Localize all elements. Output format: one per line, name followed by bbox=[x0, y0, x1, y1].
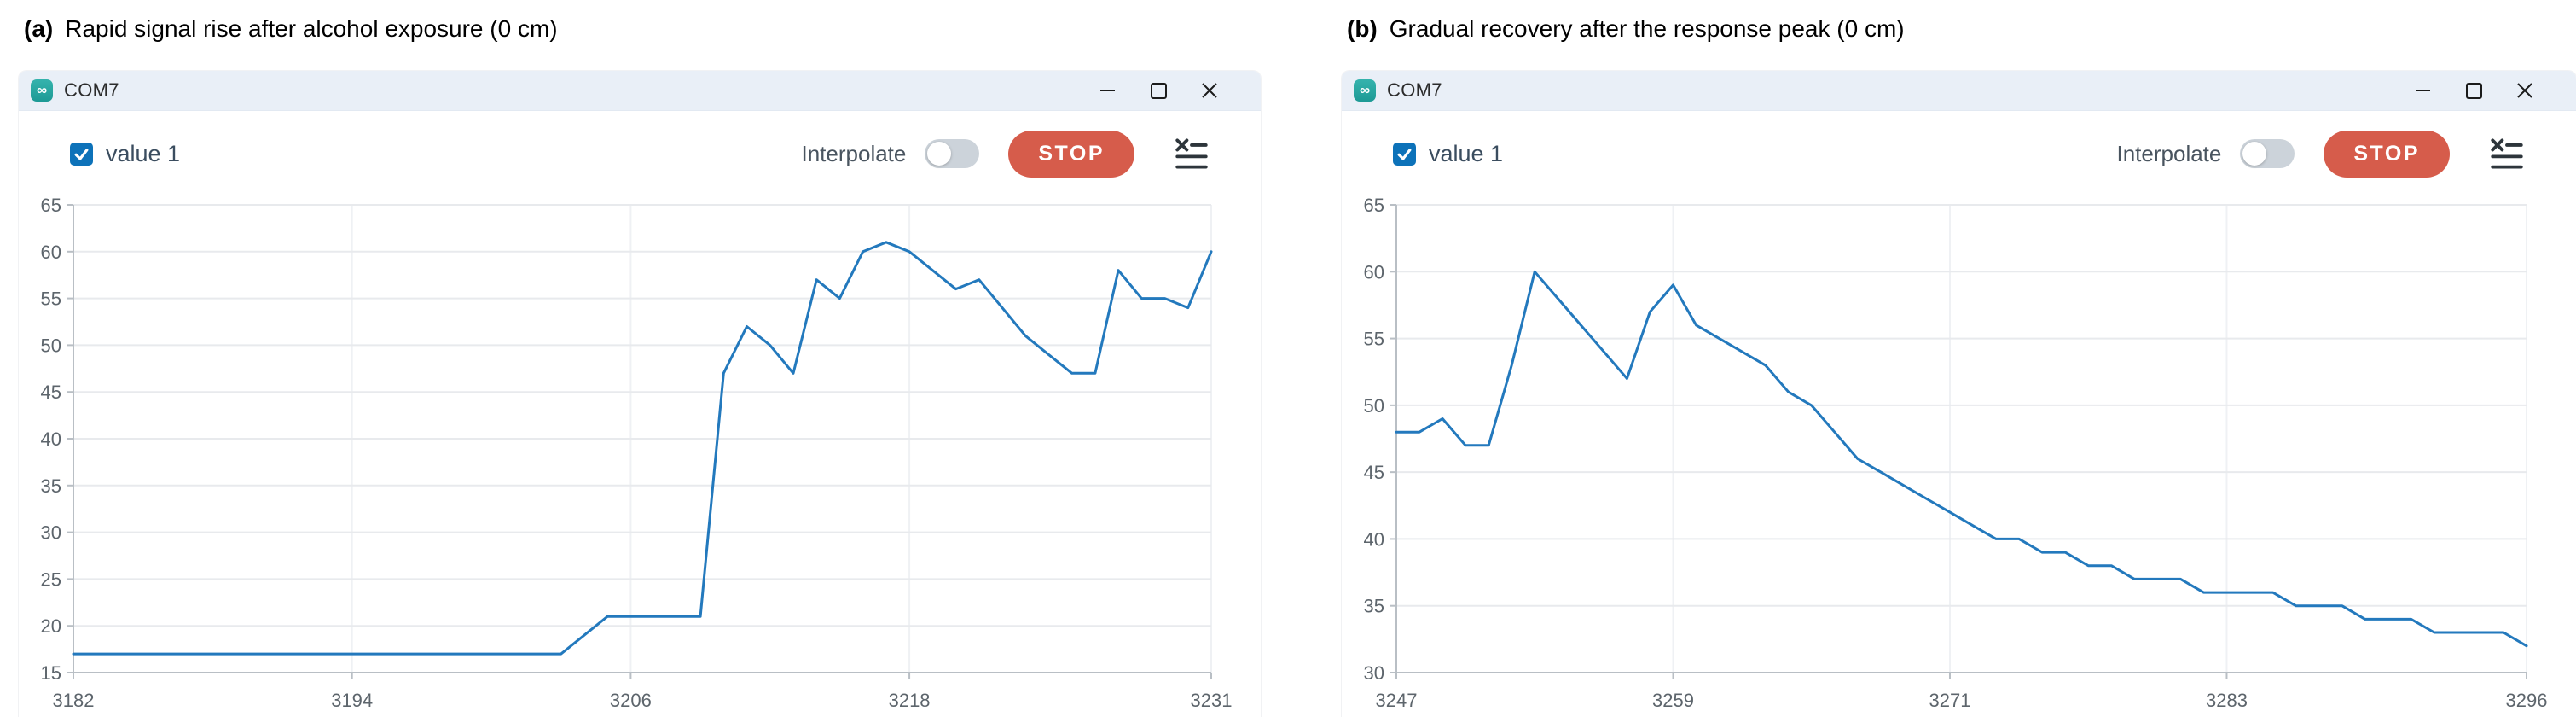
series-line bbox=[72, 241, 1213, 656]
clear-list-icon bbox=[1175, 138, 1208, 169]
y-tick-label: 20 bbox=[41, 615, 61, 637]
series-line bbox=[1395, 270, 2528, 648]
figure-panel-a: (a) Rapid signal rise after alcohol expos… bbox=[19, 0, 1261, 717]
y-tick-label: 45 bbox=[41, 382, 61, 403]
y-tick-label: 40 bbox=[1364, 528, 1384, 550]
titlebar: ∞ COM7 bbox=[19, 71, 1261, 111]
minimize-button[interactable] bbox=[1082, 71, 1133, 110]
y-tick-label: 15 bbox=[41, 662, 61, 684]
x-tick-label: 3296 bbox=[2506, 690, 2548, 711]
figure-caption: (b) Gradual recovery after the response p… bbox=[1347, 15, 1905, 43]
x-tick-label: 3231 bbox=[1191, 690, 1233, 711]
x-tick-label: 3194 bbox=[331, 690, 373, 711]
series-label: value 1 bbox=[106, 140, 181, 166]
stop-button[interactable]: STOP bbox=[2324, 130, 2450, 178]
y-tick-label: 65 bbox=[41, 195, 61, 216]
figure-panel-b: (b) Gradual recovery after the response p… bbox=[1342, 0, 2576, 717]
y-tick-label: 50 bbox=[41, 335, 61, 356]
interpolate-toggle[interactable] bbox=[925, 139, 980, 168]
caption-text: Gradual recovery after the response peak… bbox=[1389, 15, 1905, 42]
maximize-icon bbox=[1150, 82, 1167, 99]
plot-canvas: 3182 3194 3206 3218 3231 65 60 55 50 45 40 35 30 25 20… bbox=[41, 195, 1233, 711]
y-tick-label: 60 bbox=[41, 242, 61, 263]
y-tick-label: 25 bbox=[41, 568, 61, 590]
interpolate-label: Interpolate bbox=[801, 140, 907, 166]
y-tick-label: 55 bbox=[41, 289, 61, 310]
x-tick-label: 3247 bbox=[1376, 690, 1418, 711]
y-tick-label: 45 bbox=[1364, 462, 1384, 483]
series-checkbox[interactable] bbox=[70, 142, 93, 166]
plot-canvas: 3247 3259 3271 3283 3296 65 60 55 50 45 40 35 30 bbox=[1364, 195, 2548, 711]
toggle-knob bbox=[927, 142, 952, 166]
x-tick-label: 3218 bbox=[889, 690, 931, 711]
series-checkbox[interactable] bbox=[1393, 142, 1416, 166]
x-tick-label: 3271 bbox=[1929, 690, 1971, 711]
toggle-knob bbox=[2242, 142, 2267, 166]
caption-text: Rapid signal rise after alcohol exposure… bbox=[65, 15, 558, 42]
arduino-icon: ∞ bbox=[31, 79, 53, 102]
close-button[interactable] bbox=[2499, 71, 2550, 110]
y-tick-label: 60 bbox=[1364, 261, 1384, 283]
checkmark-icon bbox=[74, 148, 89, 160]
maximize-button[interactable] bbox=[1133, 71, 1184, 110]
plotter-toolbar: value 1 Interpolate STOP bbox=[19, 111, 1261, 196]
y-tick-label: 40 bbox=[41, 428, 61, 450]
caption-label: (b) bbox=[1347, 15, 1378, 42]
y-tick-label: 30 bbox=[41, 522, 61, 544]
series-checkbox-wrap[interactable]: value 1 bbox=[1393, 141, 1503, 167]
minimize-icon bbox=[2415, 90, 2430, 91]
y-tick-label: 35 bbox=[1364, 596, 1384, 617]
series-label: value 1 bbox=[1429, 140, 1504, 166]
interpolate-toggle[interactable] bbox=[2240, 139, 2295, 168]
plotter-toolbar: value 1 Interpolate STOP bbox=[1342, 111, 2576, 196]
titlebar: ∞ COM7 bbox=[1342, 71, 2576, 111]
maximize-button[interactable] bbox=[2448, 71, 2499, 110]
close-icon bbox=[2517, 83, 2532, 98]
y-tick-label: 65 bbox=[1364, 195, 1384, 216]
x-tick-label: 3283 bbox=[2206, 690, 2248, 711]
close-button[interactable] bbox=[1184, 71, 1235, 110]
window-title: COM7 bbox=[1387, 79, 1442, 101]
clear-list-icon bbox=[2491, 138, 2523, 169]
x-tick-label: 3206 bbox=[610, 690, 652, 711]
clear-button[interactable] bbox=[1174, 137, 1210, 170]
x-tick-label: 3182 bbox=[53, 690, 95, 711]
window-title: COM7 bbox=[64, 79, 119, 101]
stop-button[interactable]: STOP bbox=[1008, 130, 1134, 178]
interpolate-label: Interpolate bbox=[2116, 140, 2222, 166]
checkmark-icon bbox=[1397, 148, 1412, 160]
y-tick-label: 50 bbox=[1364, 395, 1384, 417]
y-tick-label: 55 bbox=[1364, 329, 1384, 350]
window-controls bbox=[1082, 71, 1261, 110]
minimize-button[interactable] bbox=[2397, 71, 2448, 110]
caption-label: (a) bbox=[24, 15, 54, 42]
series-checkbox-wrap[interactable]: value 1 bbox=[70, 141, 180, 167]
close-icon bbox=[1202, 83, 1217, 98]
serial-plotter-window: ∞ COM7 bbox=[19, 71, 1261, 717]
clear-button[interactable] bbox=[2489, 137, 2525, 170]
serial-plotter-window: ∞ COM7 bbox=[1342, 71, 2576, 717]
window-controls bbox=[2397, 71, 2576, 110]
x-tick-label: 3259 bbox=[1652, 690, 1694, 711]
minimize-icon bbox=[1099, 90, 1115, 91]
y-tick-label: 35 bbox=[41, 475, 61, 497]
maximize-icon bbox=[2465, 82, 2482, 99]
figure-caption: (a) Rapid signal rise after alcohol expos… bbox=[24, 15, 558, 43]
arduino-icon: ∞ bbox=[1354, 79, 1376, 102]
y-tick-label: 30 bbox=[1364, 662, 1384, 684]
